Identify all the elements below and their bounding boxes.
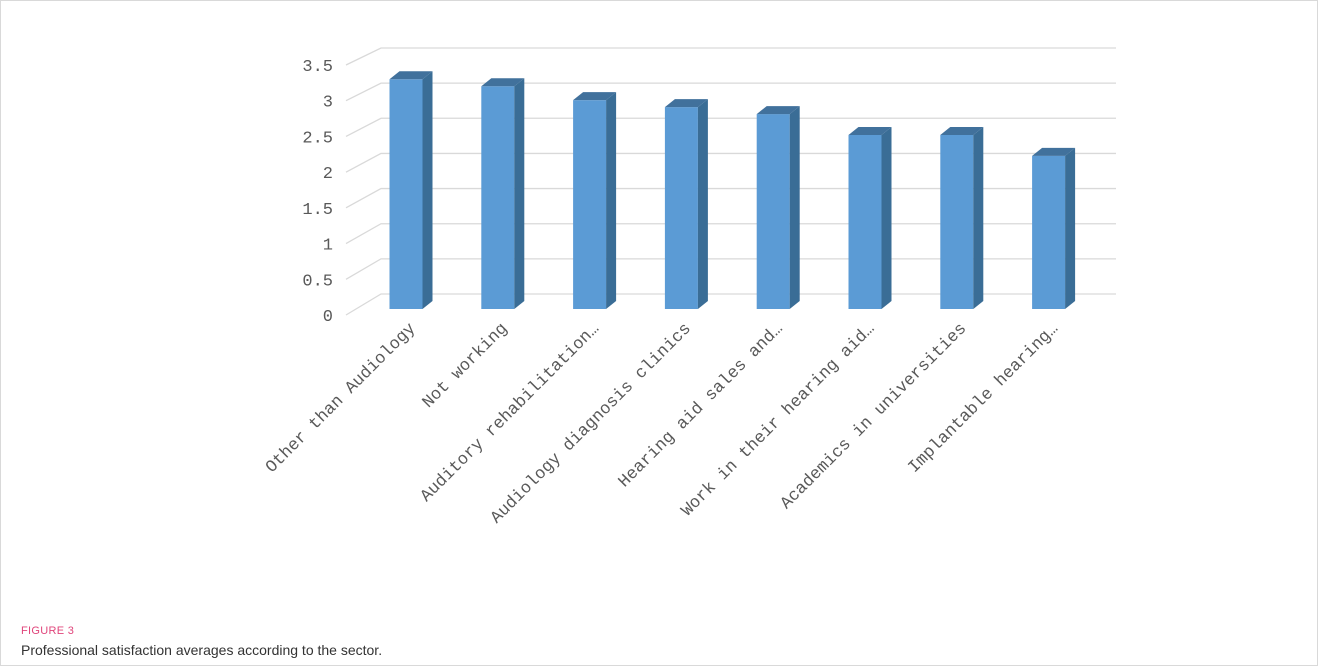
y-tick-label: 1.5 <box>302 201 333 220</box>
gridline <box>345 152 1116 173</box>
chart-grid <box>345 47 1116 316</box>
figure-label: FIGURE 3 <box>21 625 75 637</box>
x-category-label: Hearing aid sales and… <box>615 320 787 492</box>
bar <box>756 106 800 310</box>
gridline <box>345 82 1116 102</box>
gridline <box>345 187 1116 209</box>
bar <box>940 126 984 309</box>
y-tick-label: 3 <box>323 94 333 113</box>
x-axis-labels: Other than Audiology Not workingAuditory … <box>263 320 1063 528</box>
x-category-label: Audiology diagnosis clinics <box>487 320 695 528</box>
y-tick-label: 3.5 <box>302 58 333 77</box>
x-category-label: Work in their hearing aid… <box>678 320 879 521</box>
x-category-label: Academics in universities <box>777 320 971 514</box>
y-tick-label: 0.5 <box>302 272 333 291</box>
gridline <box>345 117 1116 138</box>
x-category-label: Other than Audiology <box>263 320 421 478</box>
bar <box>573 92 617 309</box>
y-tick-label: 0 <box>323 308 333 327</box>
gridline <box>345 47 1116 66</box>
y-tick-label: 2.5 <box>302 129 333 148</box>
gridline <box>345 223 1116 245</box>
bar <box>389 71 433 309</box>
x-category-label: Auditory rehabilitation… <box>417 320 604 507</box>
x-category-label: Implantable hearing… <box>905 320 1063 478</box>
bar <box>664 99 708 310</box>
bar <box>848 126 892 309</box>
gridline <box>345 293 1116 316</box>
figure-caption: Professional satisfaction averages accor… <box>21 642 383 658</box>
y-tick-label: 1 <box>323 237 333 256</box>
y-tick-label: 2 <box>323 165 333 184</box>
gridline <box>345 258 1116 280</box>
bar-chart: 0 0.5 1 1.5 2 2.5 3 3.5 Other than Audiology Not… <box>263 47 1116 528</box>
y-axis-ticks: 0 0.5 1 1.5 2 2.5 3 3.5 <box>302 58 333 327</box>
bar <box>481 78 525 309</box>
chart-bars <box>389 71 1076 310</box>
bar <box>1032 147 1076 309</box>
x-category-label: Not working <box>419 320 512 413</box>
